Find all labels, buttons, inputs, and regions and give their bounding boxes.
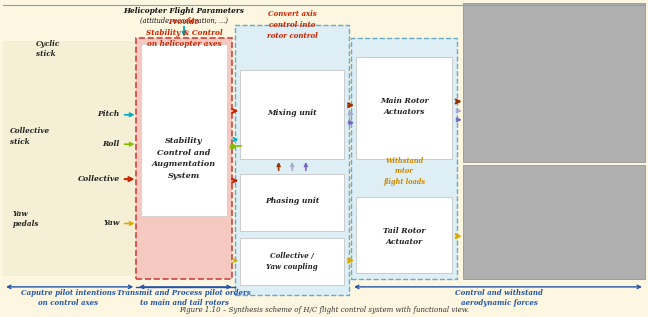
Text: Collective: Collective (78, 175, 120, 183)
Text: Mixing unit: Mixing unit (268, 108, 317, 117)
Text: Collective
stick: Collective stick (10, 127, 50, 146)
Bar (463, 165, 645, 279)
Text: Yaw
pedals: Yaw pedals (13, 210, 40, 228)
Bar (0, 0, 465, 317)
Bar (136, 38, 232, 279)
Text: Yaw: Yaw (104, 219, 120, 228)
Text: Transmit and Process pilot orders
to main and tail rotors: Transmit and Process pilot orders to mai… (117, 289, 251, 307)
Bar (463, 3, 645, 162)
Bar (356, 197, 452, 273)
Text: Stability
Control and
Augmentation
System: Stability Control and Augmentation Syste… (152, 137, 216, 180)
Text: Pitch: Pitch (98, 110, 120, 118)
Bar (240, 70, 344, 158)
Text: Provide
Stability & Control
on helicopter axes: Provide Stability & Control on helicopte… (146, 18, 222, 48)
Text: Main Rotor
Actuators: Main Rotor Actuators (380, 97, 429, 116)
Bar (141, 44, 227, 216)
Text: Cyclic
stick: Cyclic stick (36, 40, 60, 58)
Bar (3, 41, 136, 276)
Text: Phasing unit: Phasing unit (265, 197, 319, 205)
Bar (240, 238, 344, 285)
Text: (attitude, acceleration, ...): (attitude, acceleration, ...) (140, 16, 228, 25)
Text: Figure 1.10 – Synthesis scheme of H/C flight control system with functional view: Figure 1.10 – Synthesis scheme of H/C fl… (179, 306, 469, 314)
Text: Control and withstand
aerodynamic forces: Control and withstand aerodynamic forces (455, 289, 543, 307)
Bar (240, 174, 344, 231)
Bar (351, 38, 457, 279)
Text: Helicopter Flight Parameters: Helicopter Flight Parameters (124, 7, 244, 15)
Text: Collective /
Yaw coupling: Collective / Yaw coupling (266, 252, 318, 271)
Text: Roll: Roll (102, 140, 120, 148)
Text: Tail Rotor
Actuator: Tail Rotor Actuator (383, 227, 426, 246)
Bar (235, 25, 349, 295)
Bar (356, 57, 452, 158)
Text: Caputre pilot intentions
on control axes: Caputre pilot intentions on control axes (21, 289, 115, 307)
Text: Withstand
rotor
flight loads: Withstand rotor flight loads (383, 157, 426, 185)
Text: Convert axis
control into
rotor control: Convert axis control into rotor control (267, 10, 318, 40)
